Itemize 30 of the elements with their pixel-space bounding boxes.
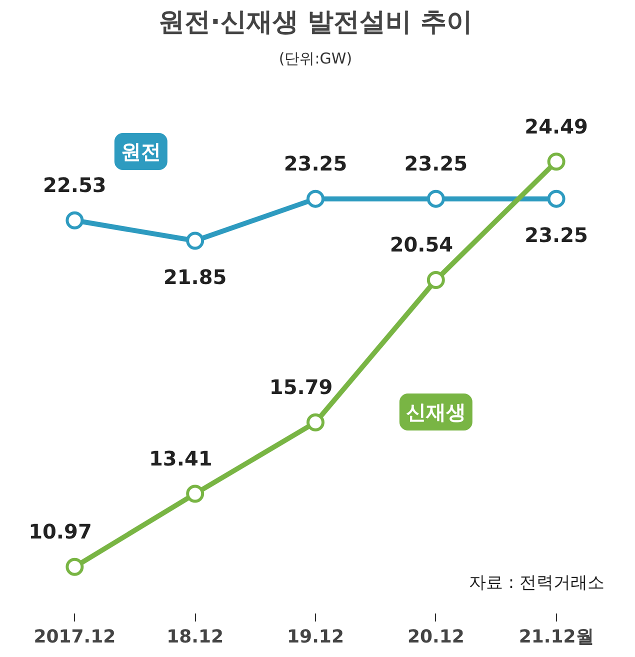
text: 원전 xyxy=(120,140,161,164)
data-label: 10.97 xyxy=(28,520,92,544)
x-tick-label: 19.12 xyxy=(287,626,344,648)
point xyxy=(186,484,204,503)
data-label: 23.25 xyxy=(524,223,588,248)
chart-title: 원전·신재생 발전설비 추이 xyxy=(158,8,472,38)
point xyxy=(426,271,445,290)
point xyxy=(186,232,204,250)
data-label: 20.54 xyxy=(390,232,454,257)
x-tick-label: 20.12 xyxy=(407,626,464,648)
data-label: 24.49 xyxy=(524,114,588,138)
point xyxy=(547,190,566,208)
point xyxy=(547,152,566,171)
text: 신재생 xyxy=(406,400,466,424)
data-label: 22.53 xyxy=(43,173,106,198)
point xyxy=(306,190,324,208)
data-label: 13.41 xyxy=(149,446,212,470)
chart-subtitle: (단위:GW) xyxy=(278,50,352,68)
data-label: 15.79 xyxy=(269,375,333,400)
point xyxy=(426,190,445,208)
data-label: 21.85 xyxy=(163,265,227,290)
point xyxy=(66,558,84,576)
point xyxy=(66,211,84,230)
text: 자료 : 전력거래소 xyxy=(468,573,604,594)
data-label: 23.25 xyxy=(284,151,348,176)
data-label: 23.25 xyxy=(404,151,468,176)
x-tick-label: 2017.12 xyxy=(34,626,116,648)
point xyxy=(306,413,324,432)
x-tick-label: 18.12 xyxy=(166,626,224,648)
x-tick-label: 21.12월 xyxy=(518,626,594,648)
